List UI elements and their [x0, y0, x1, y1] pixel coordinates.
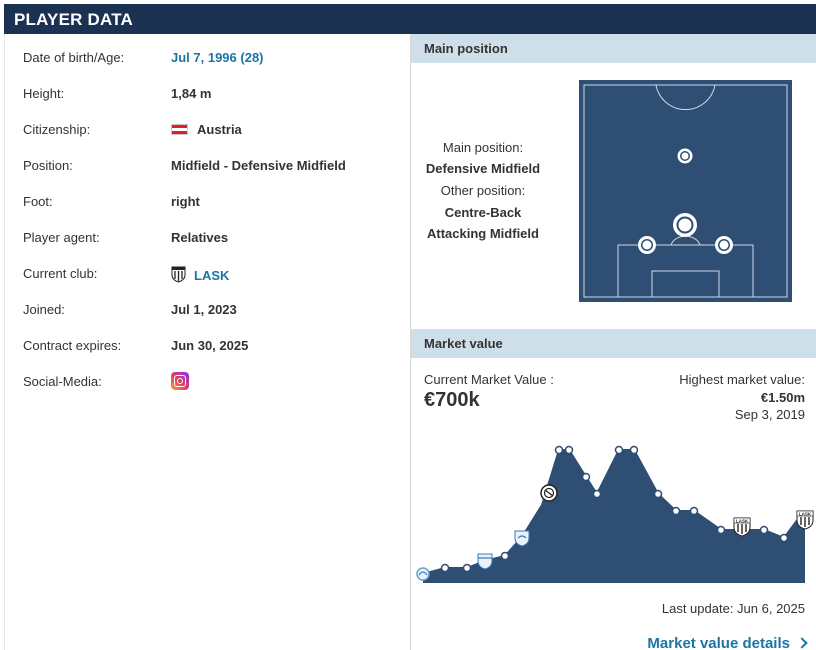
agent-label: Player agent:: [23, 230, 100, 245]
instagram-icon[interactable]: [171, 372, 189, 390]
main-position-title: Main position: [424, 41, 508, 56]
info-row-contract: Contract expires: Jun 30, 2025: [5, 336, 411, 356]
main-position-label: Main position:: [442, 140, 524, 155]
club-crest-icon[interactable]: [416, 567, 430, 581]
info-row-agent: Player agent: Relatives: [5, 228, 411, 248]
other-position-value-2: Attacking Midfield: [427, 226, 539, 241]
info-row-citizenship: Citizenship: Austria: [5, 120, 411, 140]
info-row-club: Current club: LASK: [5, 264, 411, 284]
player-info-panel: Date of birth/Age: Jul 7, 1996 (28) Heig…: [4, 34, 411, 650]
club-link[interactable]: LASK: [194, 268, 230, 283]
market-value-heading: Market value: [411, 329, 816, 358]
club-crest-icon[interactable]: [477, 553, 493, 570]
info-row-height: Height: 1,84 m: [5, 84, 411, 104]
mv-point[interactable]: [564, 445, 574, 455]
main-position-value: Defensive Midfield: [425, 161, 541, 176]
citizenship-value-wrap: Austria: [171, 122, 242, 137]
height-label: Height:: [23, 86, 65, 101]
position-marker-attacking-midfield: [677, 148, 693, 164]
pitch-background: [579, 80, 792, 302]
position-marker-centre-back-left: [638, 236, 656, 254]
birth-label: Date of birth/Age:: [23, 50, 125, 65]
contract-value: Jun 30, 2025: [171, 338, 249, 353]
foot-label: Foot:: [23, 194, 53, 209]
joined-label: Joined:: [23, 302, 65, 317]
mv-point[interactable]: [653, 489, 663, 499]
lask-badge-text: LASK: [799, 512, 812, 517]
info-row-position: Position: Midfield - Defensive Midfield: [5, 156, 411, 176]
lask-crest-icon[interactable]: [171, 266, 186, 283]
highest-value-label: Highest market value:: [679, 372, 805, 387]
market-value-area: [423, 450, 805, 583]
mv-point[interactable]: [716, 525, 726, 535]
market-value-chart[interactable]: LASK LASK: [411, 440, 816, 590]
other-position-label: Other position:: [440, 183, 526, 198]
market-value-points: [440, 445, 789, 573]
main-position-heading: Main position: [411, 34, 816, 63]
mv-point[interactable]: [779, 533, 789, 543]
pitch-goal-area: [651, 270, 720, 298]
pitch-center-circle: [655, 84, 716, 110]
agent-value: Relatives: [171, 230, 229, 245]
foot-value: right: [171, 194, 200, 209]
mv-point[interactable]: [689, 506, 699, 516]
market-value-line: [422, 449, 805, 575]
market-value-details-link[interactable]: Market value details: [647, 635, 808, 650]
citizenship-value: Austria: [197, 122, 242, 137]
current-value: €700k: [424, 389, 480, 411]
mv-point[interactable]: [581, 472, 591, 482]
mv-point[interactable]: [500, 551, 510, 561]
club-value-wrap: LASK: [171, 266, 229, 283]
market-value-details-label[interactable]: Market value details: [647, 635, 790, 650]
social-label: Social-Media:: [23, 374, 102, 389]
height-value: 1,84 m: [171, 86, 212, 101]
lask-crest-icon[interactable]: LASK: [733, 517, 751, 537]
contract-label: Contract expires:: [23, 338, 122, 353]
position-label: Position:: [23, 158, 73, 173]
mv-point[interactable]: [592, 489, 602, 499]
mv-point[interactable]: [440, 563, 450, 573]
last-update-text: Last update: Jun 6, 2025: [661, 601, 805, 616]
current-value-label: Current Market Value :: [424, 372, 554, 387]
info-row-foot: Foot: right: [5, 192, 411, 212]
position-marker-defensive-midfield: [673, 213, 697, 237]
highest-value-date: Sep 3, 2019: [734, 407, 805, 422]
other-position-value-1: Centre-Back: [444, 205, 522, 220]
mv-point[interactable]: [629, 445, 639, 455]
lask-badge-text: LASK: [736, 519, 749, 524]
club-crest-icon[interactable]: [540, 484, 558, 502]
joined-value: Jul 1, 2023: [171, 302, 237, 317]
player-data-header: PLAYER DATA: [4, 4, 816, 34]
mv-point[interactable]: [462, 563, 472, 573]
page-title: PLAYER DATA: [14, 10, 134, 29]
citizenship-label: Citizenship:: [23, 122, 91, 137]
club-crest-icon[interactable]: [514, 530, 530, 547]
info-row-joined: Joined: Jul 1, 2023: [5, 300, 411, 320]
austria-flag-icon: [171, 124, 188, 135]
mv-point[interactable]: [671, 506, 681, 516]
lask-crest-icon[interactable]: LASK: [796, 510, 814, 530]
market-value-title: Market value: [424, 336, 503, 351]
chevron-right-icon: [796, 637, 808, 649]
mv-point[interactable]: [759, 525, 769, 535]
position-marker-centre-back-right: [715, 236, 733, 254]
birth-value-link[interactable]: Jul 7, 1996 (28): [171, 50, 264, 65]
position-value: Midfield - Defensive Midfield: [171, 158, 346, 173]
highest-value: €1.50m: [760, 390, 805, 405]
info-row-birth: Date of birth/Age: Jul 7, 1996 (28): [5, 48, 411, 68]
mv-point[interactable]: [614, 445, 624, 455]
info-row-social: Social-Media:: [5, 372, 411, 392]
position-pitch: [579, 80, 792, 302]
club-label: Current club:: [23, 266, 98, 281]
mv-point[interactable]: [554, 445, 564, 455]
